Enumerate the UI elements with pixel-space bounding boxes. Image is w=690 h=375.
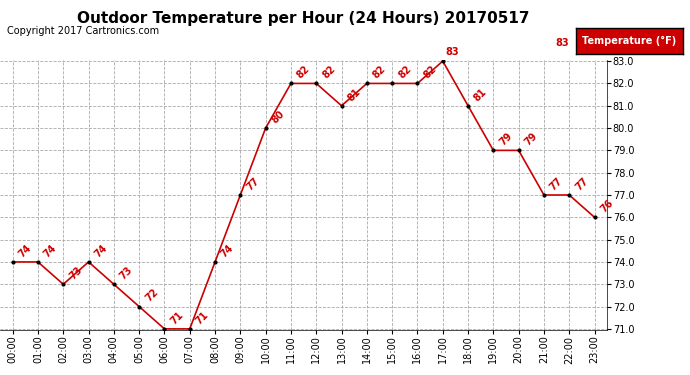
Text: 83: 83 [555, 38, 569, 48]
Text: 71: 71 [194, 309, 210, 326]
Text: 77: 77 [548, 176, 564, 192]
Text: 73: 73 [118, 265, 135, 282]
Text: 74: 74 [92, 243, 109, 259]
Text: Temperature (°F): Temperature (°F) [582, 36, 677, 46]
Text: 80: 80 [270, 109, 286, 125]
Text: 79: 79 [497, 131, 514, 148]
Text: 74: 74 [219, 243, 236, 259]
Text: 82: 82 [320, 64, 337, 81]
Text: 83: 83 [446, 47, 459, 57]
Text: 81: 81 [472, 86, 489, 103]
Text: Outdoor Temperature per Hour (24 Hours) 20170517: Outdoor Temperature per Hour (24 Hours) … [77, 11, 530, 26]
Text: 77: 77 [573, 176, 590, 192]
Text: 71: 71 [168, 309, 185, 326]
Text: 81: 81 [346, 86, 362, 103]
Text: 73: 73 [68, 265, 84, 282]
Text: 74: 74 [42, 243, 59, 259]
Text: 74: 74 [17, 243, 33, 259]
Text: 79: 79 [523, 131, 540, 148]
Text: 82: 82 [422, 64, 438, 81]
Text: 72: 72 [144, 287, 160, 304]
Text: Copyright 2017 Cartronics.com: Copyright 2017 Cartronics.com [7, 26, 159, 36]
Text: 77: 77 [244, 176, 261, 192]
Text: 82: 82 [396, 64, 413, 81]
Text: 82: 82 [295, 64, 312, 81]
Text: 76: 76 [599, 198, 615, 214]
Text: 82: 82 [371, 64, 388, 81]
